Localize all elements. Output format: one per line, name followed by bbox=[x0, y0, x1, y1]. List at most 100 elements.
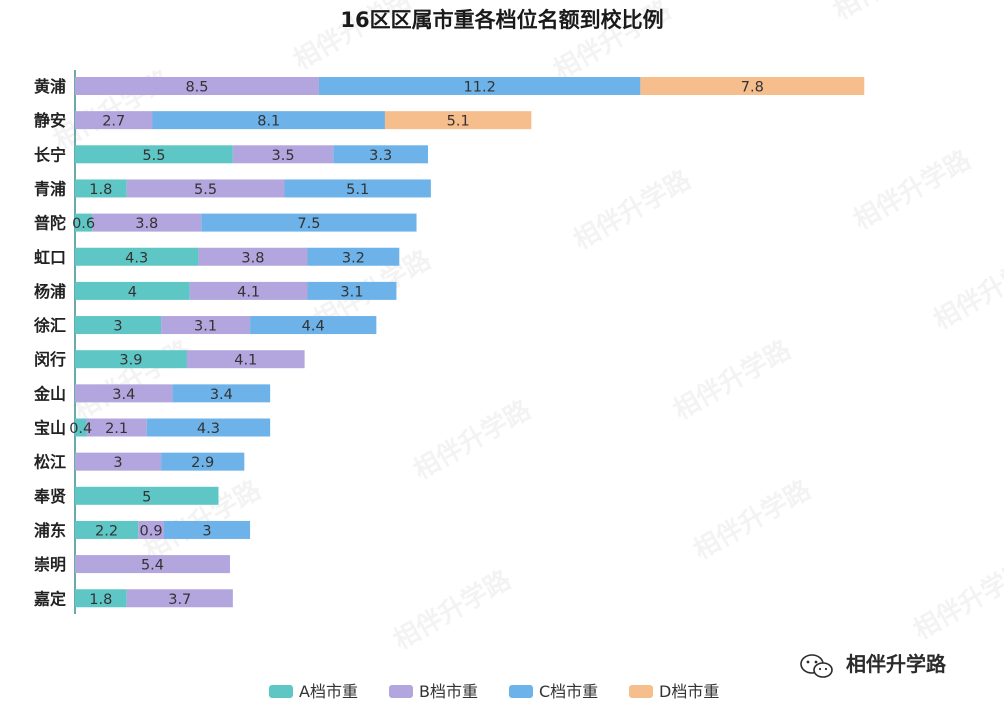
bar-value-label: 7.5 bbox=[297, 216, 320, 232]
legend-swatch bbox=[269, 685, 293, 698]
watermark-text: 相伴升学路 bbox=[828, 0, 957, 26]
bar-value-label: 3.1 bbox=[194, 319, 217, 335]
bar-segment bbox=[75, 281, 190, 300]
bar-segment bbox=[75, 555, 230, 574]
legend-label: C档市重 bbox=[539, 682, 598, 701]
watermark-text: 相伴升学路 bbox=[688, 474, 817, 566]
category-label: 金山 bbox=[33, 384, 66, 403]
bar-value-label: 1.8 bbox=[89, 592, 112, 608]
bar-segment bbox=[92, 213, 202, 232]
bar-value-label: 1.8 bbox=[89, 182, 112, 198]
bar-segment bbox=[75, 316, 162, 335]
bar-value-label: 3.1 bbox=[340, 284, 363, 300]
bar-value-label: 5.5 bbox=[142, 148, 165, 164]
bar-value-label: 0.6 bbox=[72, 216, 95, 232]
bar-value-label: 3 bbox=[113, 455, 122, 471]
bar-value-label: 4.3 bbox=[125, 250, 148, 266]
category-label: 徐汇 bbox=[33, 316, 66, 335]
bar-value-label: 5.1 bbox=[447, 114, 470, 130]
bar-value-label: 3.5 bbox=[272, 148, 295, 164]
category-label: 松江 bbox=[34, 453, 66, 472]
category-label: 嘉定 bbox=[33, 589, 66, 608]
bar-value-label: 3.7 bbox=[168, 592, 191, 608]
bar-value-label: 4.3 bbox=[197, 421, 220, 437]
category-label: 虹口 bbox=[34, 248, 66, 267]
bar-segment bbox=[201, 213, 417, 232]
legend-swatch bbox=[509, 685, 533, 698]
wechat-icon bbox=[800, 654, 833, 678]
bar-segment bbox=[75, 520, 139, 539]
bar-value-label: 0.9 bbox=[140, 523, 163, 539]
watermark-text: 相伴升学路 bbox=[408, 394, 537, 486]
bar-segment bbox=[86, 418, 147, 437]
bar-segment bbox=[307, 281, 397, 300]
watermark-text: 相伴升学路 bbox=[68, 334, 197, 426]
bar-value-label: 3.3 bbox=[369, 148, 392, 164]
category-label: 浦东 bbox=[34, 521, 66, 540]
bar-value-label: 3.4 bbox=[210, 387, 233, 403]
watermark-text: 相伴升学路 bbox=[388, 564, 517, 656]
bar-segment bbox=[138, 520, 164, 539]
category-label: 杨浦 bbox=[34, 282, 66, 301]
bar-value-label: 3 bbox=[113, 319, 122, 335]
category-label: 宝山 bbox=[34, 419, 66, 438]
bar-segment bbox=[75, 418, 87, 437]
watermark-text: 相伴升学路 bbox=[568, 164, 697, 256]
bar-segment bbox=[75, 213, 93, 232]
bar-segment bbox=[189, 281, 308, 300]
bar-value-label: 5.4 bbox=[141, 558, 164, 574]
watermark-text: 相伴升学路 bbox=[928, 244, 1004, 336]
category-label: 黄浦 bbox=[34, 77, 66, 96]
bar-segment bbox=[146, 418, 271, 437]
category-label: 普陀 bbox=[34, 214, 66, 233]
bar-value-label: 3.4 bbox=[112, 387, 135, 403]
bar-segment bbox=[172, 384, 271, 403]
bar-segment bbox=[75, 350, 187, 369]
legend-label: A档市重 bbox=[299, 682, 358, 701]
bar-segment bbox=[152, 111, 385, 130]
bar-value-label: 4.4 bbox=[302, 319, 325, 335]
bar-value-label: 5.5 bbox=[194, 182, 217, 198]
bar-segment bbox=[161, 452, 245, 471]
brand-badge: 相伴升学路 bbox=[800, 652, 947, 678]
bar-value-label: 5.1 bbox=[346, 182, 369, 198]
bar-segment bbox=[163, 520, 251, 539]
bar-value-label: 2.1 bbox=[105, 421, 128, 437]
bar-value-label: 3.8 bbox=[135, 216, 158, 232]
watermark-text: 相伴升学路 bbox=[848, 144, 977, 236]
bar-segment bbox=[640, 77, 865, 95]
watermark-text: 相伴升学路 bbox=[908, 554, 1004, 646]
bar-value-label: 4 bbox=[128, 284, 137, 300]
bar-value-label: 0.4 bbox=[69, 421, 92, 437]
bar-value-label: 5 bbox=[142, 489, 151, 505]
category-label: 闵行 bbox=[34, 350, 66, 369]
bar-value-label: 3.8 bbox=[241, 250, 264, 266]
bar-segment bbox=[307, 247, 400, 266]
bar-value-label: 4.1 bbox=[237, 284, 260, 300]
brand-name: 相伴升学路 bbox=[846, 652, 947, 676]
bar-segment bbox=[284, 179, 431, 198]
bar-segment bbox=[250, 316, 377, 335]
bar-segment bbox=[75, 77, 319, 95]
bar-value-label: 2.2 bbox=[95, 523, 118, 539]
legend-swatch bbox=[389, 685, 413, 698]
bar-segment bbox=[75, 384, 173, 403]
bar-segment bbox=[126, 179, 285, 198]
category-label: 奉贤 bbox=[33, 487, 66, 506]
bar-value-labels: 8.5 11.2 7.8 2.7 8.1 5.1 5.5 3.5 3.3 1.8 5.5 5.1 0.6… bbox=[69, 80, 764, 608]
bar-segment bbox=[333, 145, 429, 164]
bar-value-label: 2.9 bbox=[191, 455, 214, 471]
watermark-text: 相伴升学路 bbox=[668, 334, 797, 426]
bar-value-label: 7.8 bbox=[741, 80, 764, 96]
bar-segment bbox=[75, 486, 219, 505]
bar-segment bbox=[198, 247, 308, 266]
bar-segment bbox=[186, 350, 305, 369]
category-label: 长宁 bbox=[34, 145, 66, 164]
bar-segment bbox=[161, 316, 251, 335]
bar-value-label: 8.1 bbox=[257, 114, 280, 130]
category-label: 静安 bbox=[34, 111, 66, 130]
bar-segment bbox=[232, 145, 334, 164]
legend: A档市重 B档市重 C档市重 D档市重 bbox=[269, 682, 719, 701]
